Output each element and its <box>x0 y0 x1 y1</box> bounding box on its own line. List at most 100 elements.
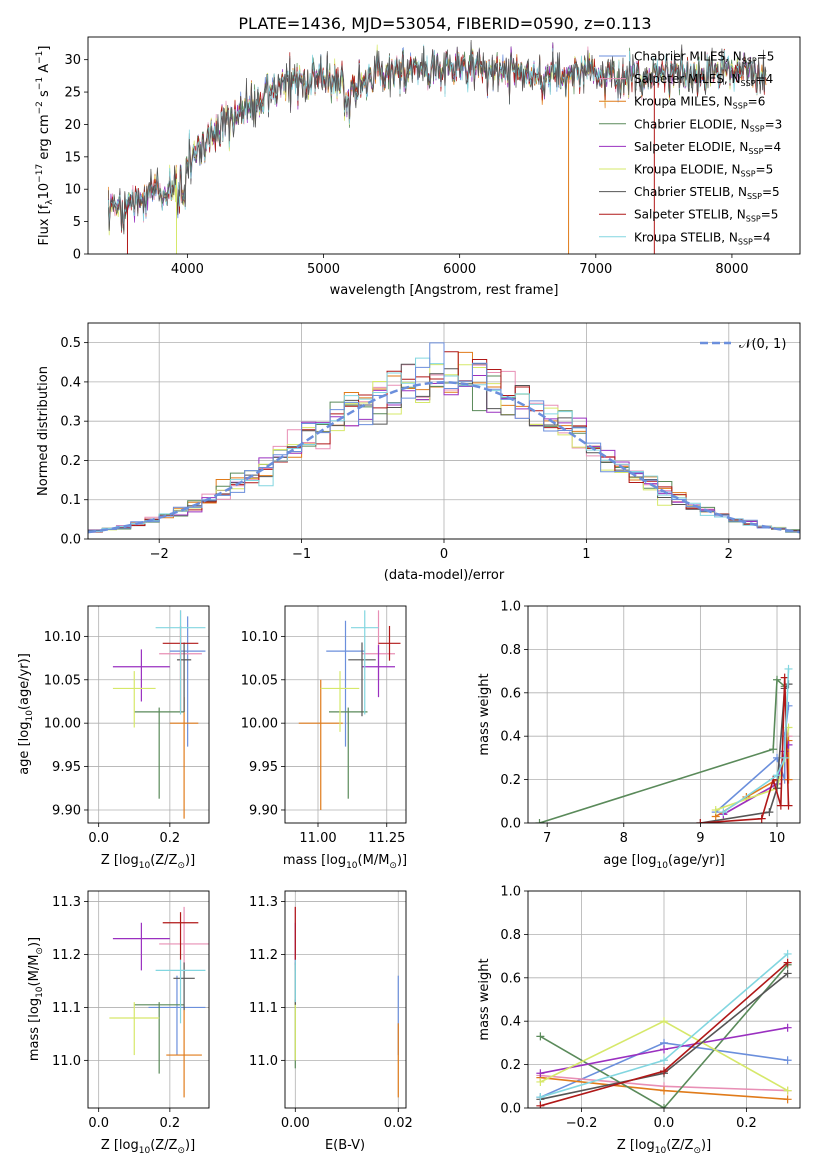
x-label-sub: ⊙ <box>389 861 397 871</box>
x-label-part: )] <box>185 853 195 868</box>
y-label-sup: −2 <box>35 101 45 114</box>
spectrum-y-axis-label: Flux [fλ10−17 erg cm−2 s−1 A−1] <box>35 46 55 246</box>
mass_weight_vs_age-lines <box>535 664 793 823</box>
y-label-part: (M/M <box>27 955 42 987</box>
mass-weight-marker <box>783 958 792 967</box>
mass-weight-marker <box>536 1032 545 1041</box>
residuals-axes: −2 −1 0 1 2 0.0 0.1 0.2 0.3 0.4 0.5 (data-model)/er… <box>36 323 800 583</box>
mass-weight-line <box>539 678 786 823</box>
mass_vs_ebv-x-axis-label: E(B-V) <box>325 1138 365 1153</box>
mass_weight_vs_Z-x-axis-label: Z [log10(Z/Z⊙)] <box>617 1138 711 1156</box>
legend-label: Chabrier STELIB, N <box>634 185 747 199</box>
mass_vs_ebv-errorbars <box>294 906 399 1098</box>
y-label-part: age [log <box>17 722 32 775</box>
y-label-sub: 10 <box>25 710 35 722</box>
figure-title: PLATE=1436, MJD=53054, FIBERID=0590, z=0… <box>238 14 651 33</box>
y-label-part: 10 <box>37 183 52 200</box>
age_vs_mass-xtick-label: 11.25 <box>368 831 405 846</box>
residuals-xtick-label: 2 <box>725 547 733 562</box>
y-label-part: erg cm <box>37 114 52 163</box>
age_vs_Z-ytick-label: 10.05 <box>44 673 81 688</box>
spectrum-xtick-label: 4000 <box>171 262 204 277</box>
x-label-part: Z [log <box>617 1138 655 1153</box>
mass_weight_vs_Z-frame <box>527 890 801 1109</box>
mass_weight_vs_age-ytick-label: 0.2 <box>500 773 521 788</box>
spectrum-ytick-label: 0 <box>73 248 81 263</box>
spectrum-xtick-label: 6000 <box>443 262 476 277</box>
mass_weight_vs_Z-xtick-label: −0.2 <box>566 1116 598 1131</box>
mass_weight_vs_Z-lines <box>536 949 792 1108</box>
x-label-part: age [log <box>603 853 656 868</box>
y-label-sub: 10 <box>35 986 45 998</box>
mass-weight-marker <box>536 1077 545 1086</box>
y-label-sub: ⊙ <box>35 947 45 955</box>
mass_weight_vs_age-x-axis-label: age [log10(age/yr)] <box>603 853 725 871</box>
legend-label: Kroupa ELODIE, N <box>634 163 741 177</box>
spectrum-x-axis-label: wavelength [Angstrom, rest frame] <box>330 283 559 298</box>
residuals-ytick-label: 0.1 <box>60 493 81 508</box>
legend-entry: Salpeter STELIB, NSSP=5 <box>634 208 778 224</box>
y-label-part: mass weight <box>477 958 492 1040</box>
spectrum-ytick-label: 5 <box>73 215 81 230</box>
spectrum-ytick-label: 15 <box>64 150 81 165</box>
mass-weight-line <box>700 677 790 823</box>
legend-n: =4 <box>756 72 774 86</box>
y-label-part: )] <box>27 937 42 947</box>
histogram-bars <box>88 342 800 535</box>
mass-weight-marker <box>769 745 778 754</box>
mass-weight-marker <box>783 1056 792 1065</box>
x-label-part: Z [log <box>101 1138 139 1153</box>
mass-weight-marker <box>660 1104 668 1108</box>
mass_vs_Z-ytick-label: 11.0 <box>52 1054 81 1069</box>
mass_weight_vs_Z-ytick-label: 0.0 <box>500 1102 521 1117</box>
age_vs_mass-frame <box>284 605 407 824</box>
mass_vs_Z-xtick-label: 0.2 <box>160 1116 181 1131</box>
mass_vs_ebv-ytick-label: 11.1 <box>249 1001 278 1016</box>
mass-weight-marker <box>783 949 792 958</box>
y-label-part: A <box>37 64 52 77</box>
x-label-part: mass [log <box>283 853 346 868</box>
residuals-frame <box>87 322 801 540</box>
mass_vs_Z-ytick-label: 11.3 <box>52 895 81 910</box>
mass-weight-marker <box>784 801 793 810</box>
spectrum-xtick-label: 7000 <box>579 262 612 277</box>
spectrum-ytick-label: 10 <box>64 183 81 198</box>
y-label-part: Normed distribution <box>36 366 51 496</box>
mass_vs_ebv-ytick-label: 11.2 <box>249 948 278 963</box>
age_vs_mass-xtick-label: 11.00 <box>299 831 336 846</box>
mass-weight-marker <box>660 1045 668 1054</box>
spectrum-axes: 4000 5000 6000 7000 8000 0 5 10 15 20 25 30 waveleng… <box>35 46 748 299</box>
residuals-ytick-label: 0.2 <box>60 454 81 469</box>
age_vs_Z-ytick-label: 9.90 <box>52 803 81 818</box>
y-label-part: mass [log <box>27 998 42 1061</box>
legend-entry: Salpeter ELODIE, NSSP=4 <box>634 140 781 156</box>
x-label-part: Z [log <box>101 853 139 868</box>
mass-weight-marker <box>780 753 789 762</box>
mass_weight_vs_age-ytick-label: 1.0 <box>500 600 521 615</box>
mass-weight-marker <box>773 771 782 780</box>
residuals-ytick-label: 0.5 <box>60 336 81 351</box>
mass_weight_vs_Z-ytick-label: 0.4 <box>500 1015 521 1030</box>
mass-weight-marker <box>783 969 792 978</box>
mass-weight-marker <box>711 805 720 814</box>
x-label-part: wavelength [Angstrom, rest frame] <box>330 283 559 298</box>
mass_weight_vs_Z-y-axis-label: mass weight <box>477 958 492 1040</box>
mass-weight-line <box>539 964 789 1108</box>
y-label-sub: λ <box>45 199 55 205</box>
legend-sub: SSP <box>738 237 753 246</box>
x-label-sub: 10 <box>655 1146 667 1156</box>
mass-weight-marker <box>773 675 782 684</box>
plot-layer: 4000 5000 6000 7000 8000051015202530waveleng… <box>17 36 801 1156</box>
x-label-sub: ⊙ <box>693 1146 701 1156</box>
y-label-part: ] <box>37 46 52 51</box>
age_vs_Z-errorbars <box>112 610 206 819</box>
legend-n: =5 <box>757 50 775 64</box>
age_vs_mass-ytick-label: 9.90 <box>249 803 278 818</box>
age_vs_Z-x-axis-label: Z [log10(Z/Z⊙)] <box>101 853 195 871</box>
age_vs_Z-y-axis-label: age [log10(age/yr)] <box>17 653 35 775</box>
legend-entry: Chabrier STELIB, NSSP=5 <box>634 185 780 201</box>
age_vs_mass-ytick-label: 10.00 <box>241 717 278 732</box>
mass_weight_vs_Z-axes: −0.2 0.0 0.2 0.0 0.2 0.4 0.6 0.8 1.0 Z [log10(Z/Z… <box>477 885 800 1156</box>
